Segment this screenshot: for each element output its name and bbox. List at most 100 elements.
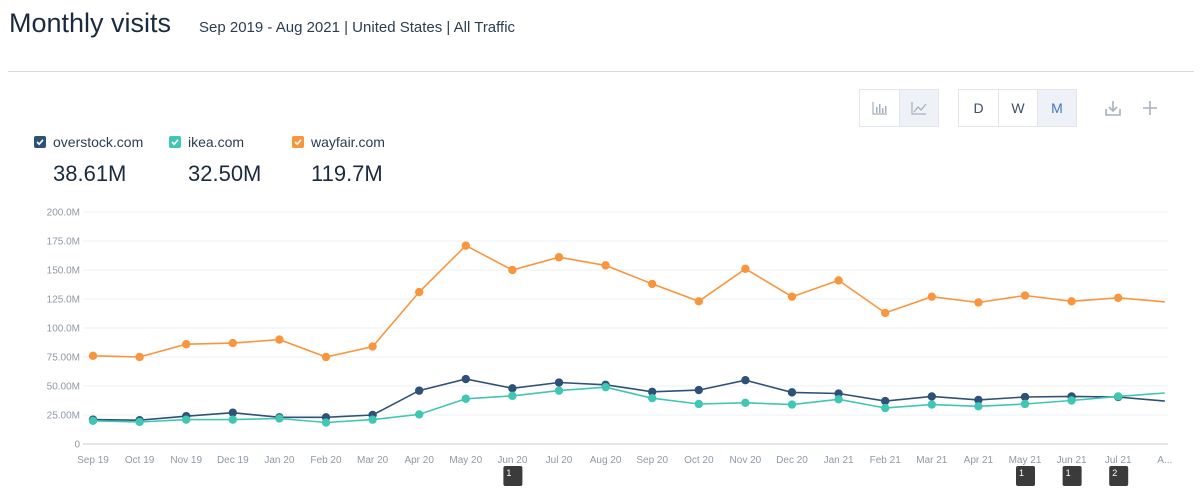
y-tick-label: 75.00M: [47, 353, 80, 364]
legend-item-overstock[interactable]: overstock.com 38.61M: [34, 133, 143, 187]
x-tick-label: Oct 19: [125, 455, 155, 466]
download-button[interactable]: [1101, 96, 1125, 120]
x-tick-label: Jun 20: [497, 455, 527, 466]
x-tick-label: May 21: [1009, 455, 1042, 466]
data-point: [834, 389, 843, 398]
y-tick-label: 25.00M: [47, 411, 80, 422]
data-point: [601, 382, 610, 392]
data-point: [275, 414, 284, 423]
data-point: [275, 335, 284, 344]
x-tick-label: Sep 20: [636, 455, 668, 466]
x-tick-label: Nov 20: [730, 455, 762, 466]
data-point: [508, 265, 517, 275]
data-point: [694, 385, 703, 395]
line-chart-button[interactable]: [899, 90, 938, 126]
y-tick-label: 0: [74, 440, 80, 451]
data-point: [1114, 293, 1123, 303]
x-tick-label: Jul 21: [1105, 455, 1132, 466]
x-tick-label: Mar 21: [916, 455, 948, 466]
data-point: [974, 298, 983, 307]
data-point: [182, 415, 191, 424]
y-tick-label: 100.0M: [47, 324, 80, 335]
x-tick-label: Jul 20: [546, 455, 573, 466]
download-icon: [1105, 101, 1121, 116]
bar-chart-button[interactable]: [860, 90, 899, 126]
x-tick-label: Dec 20: [776, 455, 808, 466]
data-point: [461, 374, 470, 384]
series-line-wayfair: [92, 244, 1165, 358]
x-tick-label: Sep 19: [77, 455, 109, 466]
x-tick-label: Apr 21: [964, 455, 994, 466]
data-point: [368, 342, 377, 351]
legend-total: 38.61M: [53, 161, 127, 186]
data-point: [415, 287, 424, 297]
annotation-label: 2: [1112, 468, 1117, 478]
y-tick-label: 150.0M: [47, 266, 80, 277]
data-point: [1020, 392, 1030, 402]
legend-item-wayfair[interactable]: wayfair.com 119.7M: [292, 133, 385, 187]
data-point: [648, 387, 657, 396]
data-point: [694, 399, 703, 409]
plus-icon: [1143, 101, 1157, 115]
checkbox-icon[interactable]: [292, 136, 304, 148]
series-line-ikea: [92, 386, 1165, 424]
granularity-week-button[interactable]: W: [998, 90, 1037, 126]
legend-total: 32.50M: [188, 161, 262, 186]
checkbox-icon[interactable]: [34, 136, 46, 148]
y-tick-label: 175.0M: [47, 237, 80, 248]
add-button[interactable]: [1138, 96, 1162, 120]
bar-chart-icon: [871, 102, 887, 115]
checkbox-icon[interactable]: [169, 136, 181, 148]
data-point: [461, 394, 470, 403]
data-point: [881, 308, 890, 318]
data-point: [228, 408, 237, 417]
annotation-marker: [1109, 466, 1129, 486]
page-title: Monthly visits: [9, 8, 172, 38]
data-point: [508, 384, 517, 393]
data-point: [648, 393, 657, 403]
data-point: [927, 292, 936, 301]
x-tick-label: Feb 21: [870, 455, 902, 466]
data-point: [648, 279, 657, 289]
x-tick-label: Aug 20: [590, 455, 622, 466]
data-point: [834, 395, 843, 404]
data-point: [368, 415, 377, 424]
annotation-marker: [1062, 466, 1082, 486]
x-tick-label: Feb 20: [310, 455, 342, 466]
x-tick-label: A...: [1157, 455, 1172, 466]
legend-item-ikea[interactable]: ikea.com 32.50M: [169, 133, 261, 187]
line-chart-icon: [911, 102, 927, 115]
data-point: [135, 417, 144, 427]
granularity-month-button[interactable]: M: [1037, 90, 1076, 126]
data-point: [741, 398, 750, 408]
x-tick-label: Jun 21: [1057, 455, 1087, 466]
data-point: [1114, 392, 1123, 401]
data-point: [974, 402, 983, 411]
granularity-toggle: D W M: [958, 89, 1077, 127]
data-point: [415, 386, 424, 395]
data-point: [1067, 297, 1076, 306]
data-point: [554, 378, 564, 387]
granularity-day-button[interactable]: D: [973, 100, 984, 116]
data-point: [182, 340, 191, 349]
data-point: [135, 352, 144, 362]
annotation-marker: [1016, 466, 1035, 486]
data-point: [974, 395, 983, 405]
legend-label: wayfair.com: [311, 134, 385, 150]
data-point: [461, 241, 470, 250]
data-point: [787, 388, 797, 397]
data-point: [881, 403, 890, 413]
series-line-overstock: [92, 378, 1165, 422]
data-point: [88, 351, 98, 361]
legend-total: 119.7M: [311, 161, 383, 186]
data-point: [554, 386, 564, 395]
chart-type-toggle: [859, 89, 939, 127]
data-point: [601, 261, 610, 270]
data-point: [1067, 396, 1076, 405]
data-point: [787, 400, 797, 409]
data-point: [228, 338, 237, 348]
annotation-marker: [503, 466, 523, 486]
y-tick-label: 125.0M: [47, 295, 80, 306]
legend-label: overstock.com: [53, 134, 144, 150]
